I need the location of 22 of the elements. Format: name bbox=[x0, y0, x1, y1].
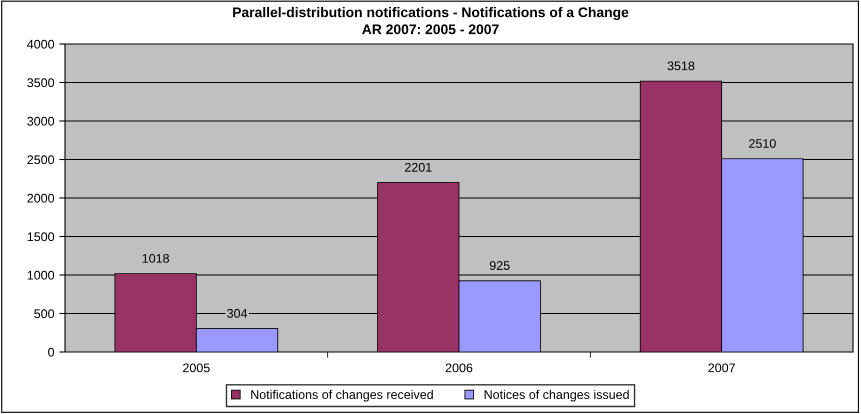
data-label: 3518 bbox=[668, 61, 694, 70]
y-tick-label: 0 bbox=[48, 348, 54, 357]
x-tick-label: 2005 bbox=[183, 363, 210, 372]
data-label: 2510 bbox=[749, 139, 776, 148]
data-label: 925 bbox=[490, 261, 510, 270]
y-tick-label: 2500 bbox=[27, 155, 54, 164]
chart-title: Parallel-distribution notifications - Notifications of a Change bbox=[233, 7, 628, 20]
y-tick-label: 4000 bbox=[27, 40, 54, 49]
legend-label: Notifications of changes received bbox=[251, 390, 433, 402]
y-tick-label: 2000 bbox=[27, 194, 54, 203]
x-tick-label: 2006 bbox=[446, 363, 472, 372]
y-tick-label: 1500 bbox=[28, 232, 54, 242]
y-tick-label: 3000 bbox=[27, 116, 54, 126]
data-label: 304 bbox=[227, 308, 248, 318]
data-label: 2201 bbox=[405, 162, 432, 172]
y-tick-label: 500 bbox=[34, 309, 54, 318]
y-tick-label: 1000 bbox=[28, 270, 54, 280]
y-tick-label: 3500 bbox=[27, 78, 54, 88]
legend-label: Notices of changes issued bbox=[484, 390, 629, 402]
x-tick-label: 2007 bbox=[708, 363, 735, 372]
data-label: 1018 bbox=[142, 254, 169, 263]
chart-subtitle: AR 2007: 2005 - 2007 bbox=[362, 24, 499, 34]
